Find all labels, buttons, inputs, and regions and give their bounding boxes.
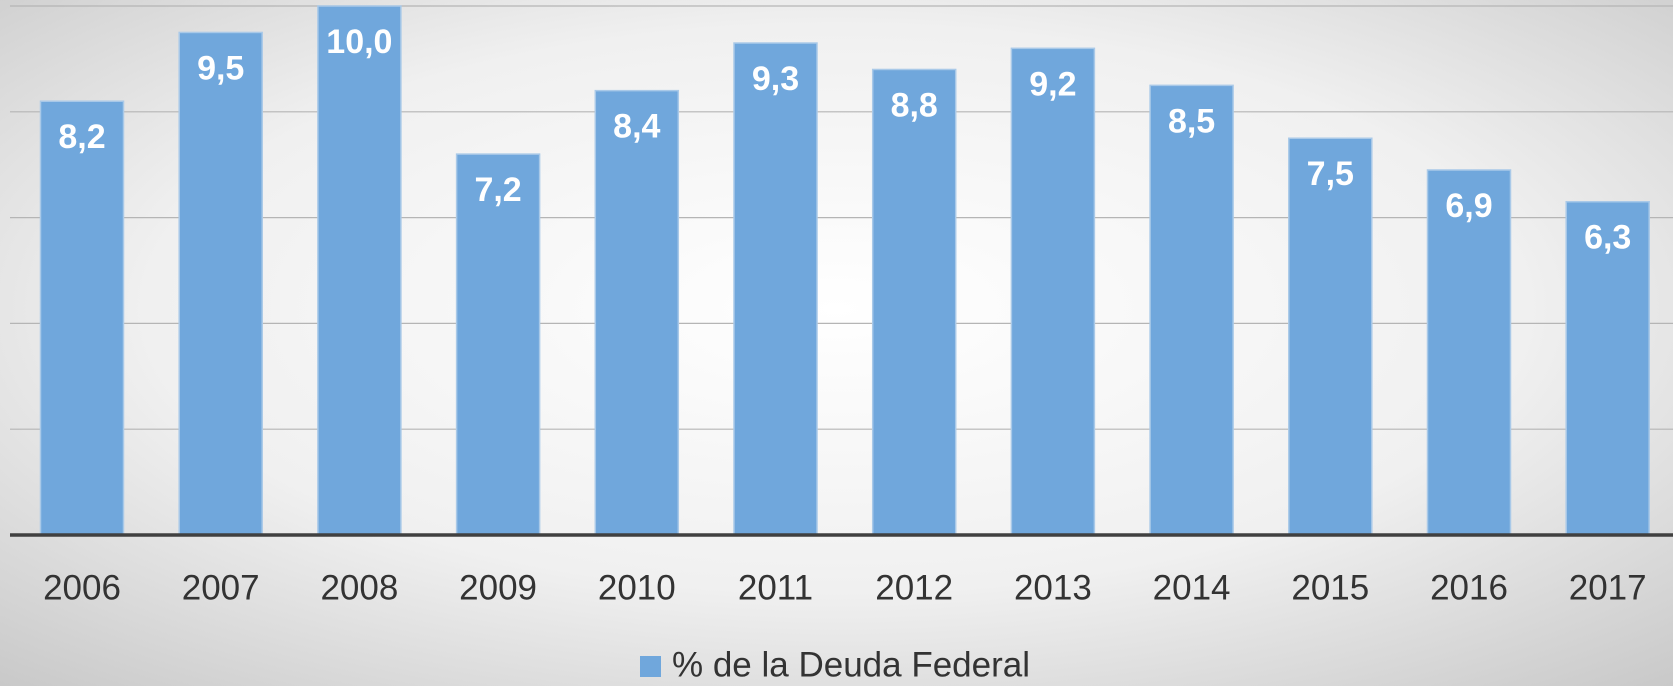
value-label: 7,2 xyxy=(474,171,521,209)
value-label: 8,5 xyxy=(1168,102,1215,140)
bar xyxy=(733,42,818,536)
bar xyxy=(1426,169,1512,536)
bar xyxy=(1288,137,1373,536)
x-tick-label: 2017 xyxy=(1569,568,1647,607)
value-label: 6,3 xyxy=(1584,219,1631,257)
value-label: 9,5 xyxy=(197,49,244,87)
x-tick-label: 2016 xyxy=(1430,568,1508,607)
x-tick-label: 2007 xyxy=(182,568,260,607)
value-label: 8,8 xyxy=(891,86,938,124)
value-label: 8,2 xyxy=(58,118,105,156)
x-tick-label: 2006 xyxy=(43,568,121,607)
value-label: 7,5 xyxy=(1307,155,1354,193)
bar xyxy=(317,5,402,536)
x-tick-label: 2013 xyxy=(1014,568,1092,607)
x-tick-label: 2015 xyxy=(1291,568,1369,607)
x-tick-label: 2011 xyxy=(738,568,813,607)
bar xyxy=(39,100,125,536)
value-label: 9,3 xyxy=(752,60,799,98)
value-label: 8,4 xyxy=(613,108,660,146)
value-label: 6,9 xyxy=(1445,187,1492,225)
legend-swatch xyxy=(640,656,661,677)
x-tick-label: 2010 xyxy=(598,568,676,607)
bar xyxy=(1010,47,1096,536)
bar xyxy=(1149,84,1234,536)
x-tick-label: 2009 xyxy=(459,568,537,607)
x-tick-label: 2008 xyxy=(320,568,398,607)
legend-label: % de la Deuda Federal xyxy=(672,645,1030,684)
value-label: 9,2 xyxy=(1029,65,1076,103)
x-tick-label: 2014 xyxy=(1153,568,1231,607)
value-label: 10,0 xyxy=(326,23,392,61)
bar xyxy=(594,89,680,536)
bar xyxy=(178,31,263,536)
x-tick-label: 2012 xyxy=(875,568,953,607)
bar xyxy=(455,153,541,536)
bar xyxy=(871,68,957,536)
